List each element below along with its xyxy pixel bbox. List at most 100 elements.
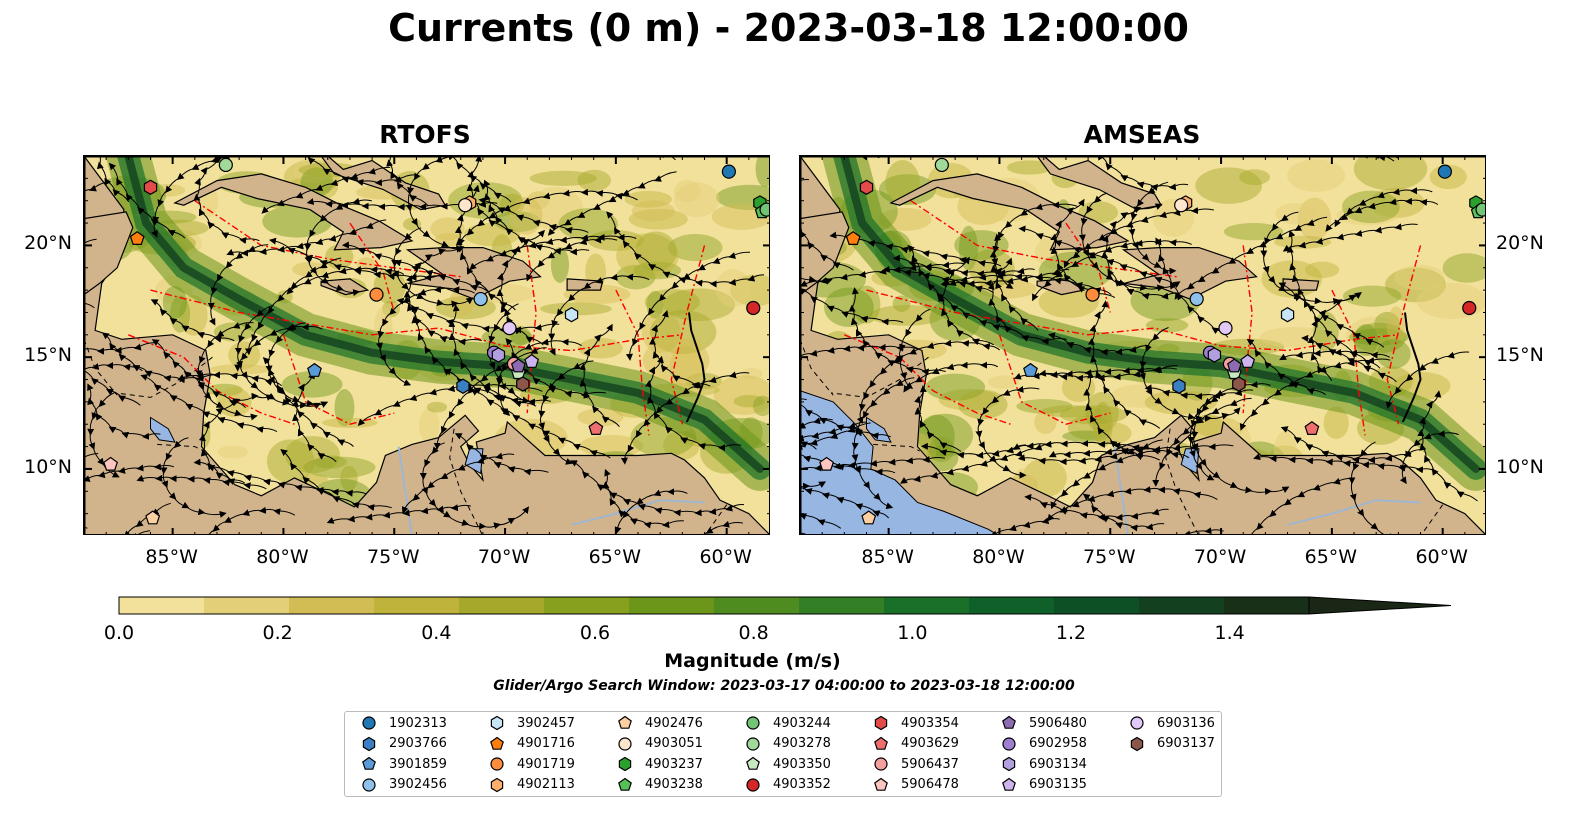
rtofs-land [566, 278, 604, 291]
legend-item-4901716: 4901716 [489, 736, 575, 752]
amseas-streamline [1246, 338, 1326, 396]
rtofs-float-6903136[interactable] [502, 321, 517, 336]
amseas-float-4903354[interactable] [859, 179, 874, 195]
colorbar-label: Magnitude (m/s) [664, 650, 841, 672]
rtofs-float-4903354[interactable] [143, 179, 158, 195]
colorbar [118, 596, 1453, 616]
amseas-streamline [931, 517, 1060, 534]
rtofs-lat-tick-label: 15°N [24, 344, 72, 367]
rtofs-float-4903278[interactable] [218, 157, 233, 173]
legend-label: 4903238 [645, 777, 703, 792]
legend-label: 6903136 [1157, 715, 1215, 731]
amseas-lon-tick-label: 65°W [1304, 546, 1358, 568]
amseas-lon-tick-label: 80°W [972, 546, 1025, 568]
amseas-float-5906478[interactable] [819, 456, 835, 471]
rtofs-float-6903137[interactable] [516, 376, 530, 392]
rtofs-lat-tick-label: 20°N [24, 232, 72, 255]
legend-label: 1902313 [389, 715, 447, 731]
rtofs-float-5906480[interactable] [510, 358, 526, 373]
legend-label: 5906480 [1029, 715, 1087, 731]
legend-label: 4902476 [645, 715, 703, 731]
search-window-caption: Glider/Argo Search Window: 2023-03-17 04… [493, 678, 1075, 694]
rtofs-float-4903244[interactable] [759, 202, 770, 217]
rtofs-float-4903051[interactable] [458, 198, 473, 213]
amseas-float-4902476[interactable] [861, 510, 877, 525]
rtofs-float-4903352[interactable] [746, 300, 761, 316]
rtofs-lon-tick-label: 75°W [367, 546, 420, 568]
colorbar-tick-label: 0.2 [262, 622, 293, 644]
amseas-float-4903629[interactable] [1304, 420, 1320, 435]
legend-marker-6903134 [1002, 756, 1016, 772]
amseas-float-4901719[interactable] [1085, 287, 1100, 302]
legend-label: 5906437 [901, 756, 959, 772]
amseas-float-4903244[interactable] [1475, 202, 1486, 217]
legend-item-3902457: 3902457 [489, 715, 575, 731]
colorbar-bin [629, 597, 715, 614]
legend-marker-4903354 [874, 715, 888, 731]
legend-marker-4902113 [490, 777, 504, 792]
rtofs-float-3901859[interactable] [307, 362, 322, 377]
legend-item-6903136: 6903136 [1129, 715, 1215, 731]
amseas-float-6903134[interactable] [1207, 347, 1222, 363]
amseas-float-4903278[interactable] [934, 157, 949, 173]
rtofs-float-4902476[interactable] [145, 510, 161, 525]
amseas-float-5906480[interactable] [1226, 358, 1242, 373]
amseas-streamline [1282, 223, 1418, 252]
amseas-float-6903137[interactable] [1232, 376, 1246, 392]
panel-title-amseas: AMSEAS [1083, 120, 1201, 149]
amseas-float-3902456[interactable] [1189, 291, 1204, 307]
rtofs-streamline [151, 339, 247, 409]
amseas-streamline [1399, 430, 1459, 485]
colorbar-bin [374, 597, 460, 614]
colorbar-bin [1224, 597, 1310, 614]
amseas-float-6903136[interactable] [1218, 321, 1233, 336]
rtofs-lon-tick-label: 65°W [588, 546, 642, 568]
rtofs-float-4901716[interactable] [129, 230, 145, 246]
amseas-streamline [851, 377, 915, 510]
rtofs-float-1902313[interactable] [721, 164, 736, 179]
legend-marker-4903278 [746, 736, 760, 751]
rtofs-float-4903629[interactable] [588, 420, 604, 435]
legend-marker-2903766 [362, 736, 376, 751]
colorbar-tick-label: 1.2 [1055, 622, 1087, 644]
amseas-streamline [1078, 192, 1181, 292]
legend-marker-4901716 [490, 736, 504, 750]
legend-label: 3901859 [389, 756, 447, 772]
rtofs-float-6903134[interactable] [491, 347, 506, 363]
amseas-float-4903051[interactable] [1174, 198, 1189, 213]
rtofs-streamline [94, 156, 130, 203]
map-panel-amseas[interactable] [799, 155, 1486, 535]
legend-marker-4903237 [618, 756, 632, 772]
legend-item-1902313: 1902313 [361, 715, 447, 731]
amseas-float-1902313[interactable] [1437, 164, 1452, 179]
rtofs-float-4901719[interactable] [369, 287, 384, 302]
float-legend: 1902313 2903766 3901859 3902456 3902457 49017… [344, 711, 1222, 797]
colorbar-bin [544, 597, 630, 614]
legend-item-6903137: 6903137 [1129, 736, 1215, 752]
rtofs-float-2903766[interactable] [456, 378, 470, 394]
legend-label: 6902958 [1029, 736, 1087, 751]
colorbar-tick-label: 0.4 [421, 622, 452, 644]
legend-item-4903352: 4903352 [745, 777, 831, 793]
rtofs-float-3902457[interactable] [564, 307, 579, 323]
colorbar-tick-label: 1.4 [1214, 622, 1245, 644]
legend-marker-5906478 [874, 777, 888, 791]
amseas-float-3902457[interactable] [1280, 307, 1295, 323]
legend-item-6902958: 6902958 [1001, 736, 1087, 752]
amseas-float-4903352[interactable] [1462, 300, 1477, 316]
rtofs-float-3902456[interactable] [473, 291, 488, 307]
amseas-lat-tick-label: 10°N [1496, 455, 1544, 478]
amseas-streamline [1385, 351, 1470, 409]
rtofs-float-5906478[interactable] [103, 456, 119, 471]
legend-marker-3902456 [362, 777, 376, 792]
legend-marker-4902476 [618, 715, 632, 729]
rtofs-streamline [620, 371, 750, 465]
amseas-float-2903766[interactable] [1172, 378, 1186, 394]
amseas-float-6903135[interactable] [1240, 353, 1256, 368]
colorbar-extend-arrow [1308, 596, 1452, 615]
map-panel-rtofs[interactable] [83, 155, 770, 535]
amseas-float-4901716[interactable] [845, 230, 861, 246]
amseas-float-3901859[interactable] [1023, 362, 1038, 377]
rtofs-float-6903135[interactable] [524, 353, 540, 368]
legend-item-4902113: 4902113 [489, 777, 575, 793]
